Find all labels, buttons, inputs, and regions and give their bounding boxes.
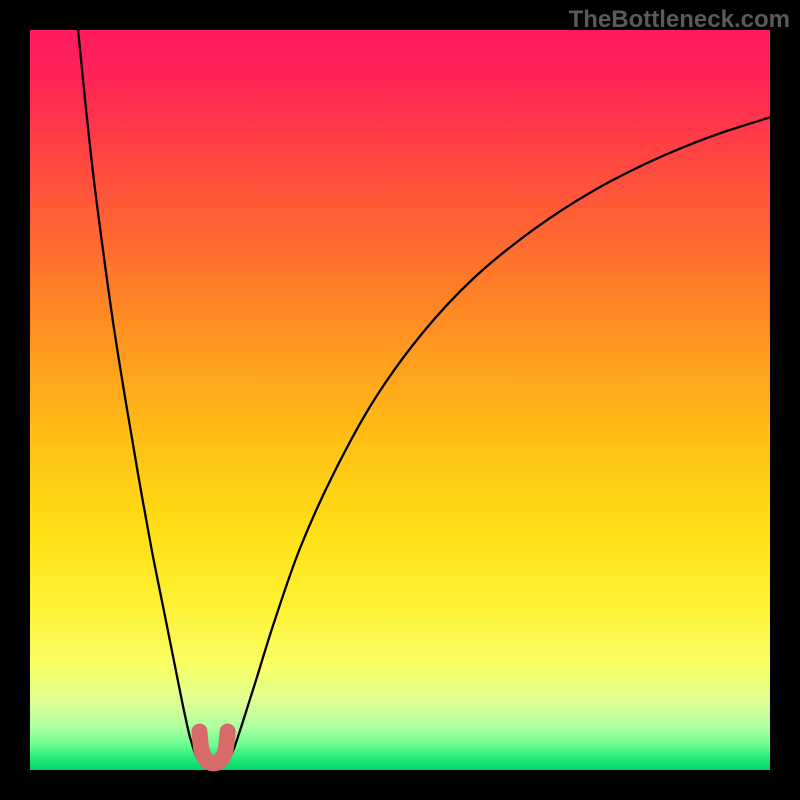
- chart-container: TheBottleneck.com: [0, 0, 800, 800]
- plot-area: [30, 30, 770, 770]
- watermark-text: TheBottleneck.com: [569, 6, 790, 34]
- bottleneck-chart: [0, 0, 800, 800]
